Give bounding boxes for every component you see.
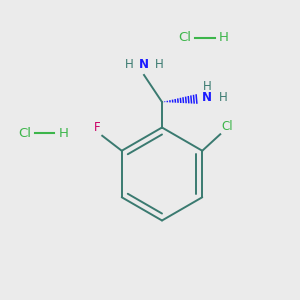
Text: Cl: Cl [18,127,31,140]
Text: N: N [139,58,149,71]
Text: H: H [154,58,164,71]
Text: F: F [94,121,101,134]
Text: N: N [202,91,212,104]
Text: H: H [58,127,68,140]
Text: H: H [218,91,227,104]
Text: H: H [202,80,211,93]
Text: H: H [219,31,229,44]
Text: Cl: Cl [178,31,191,44]
Text: H: H [124,58,134,71]
Text: Cl: Cl [222,120,233,133]
